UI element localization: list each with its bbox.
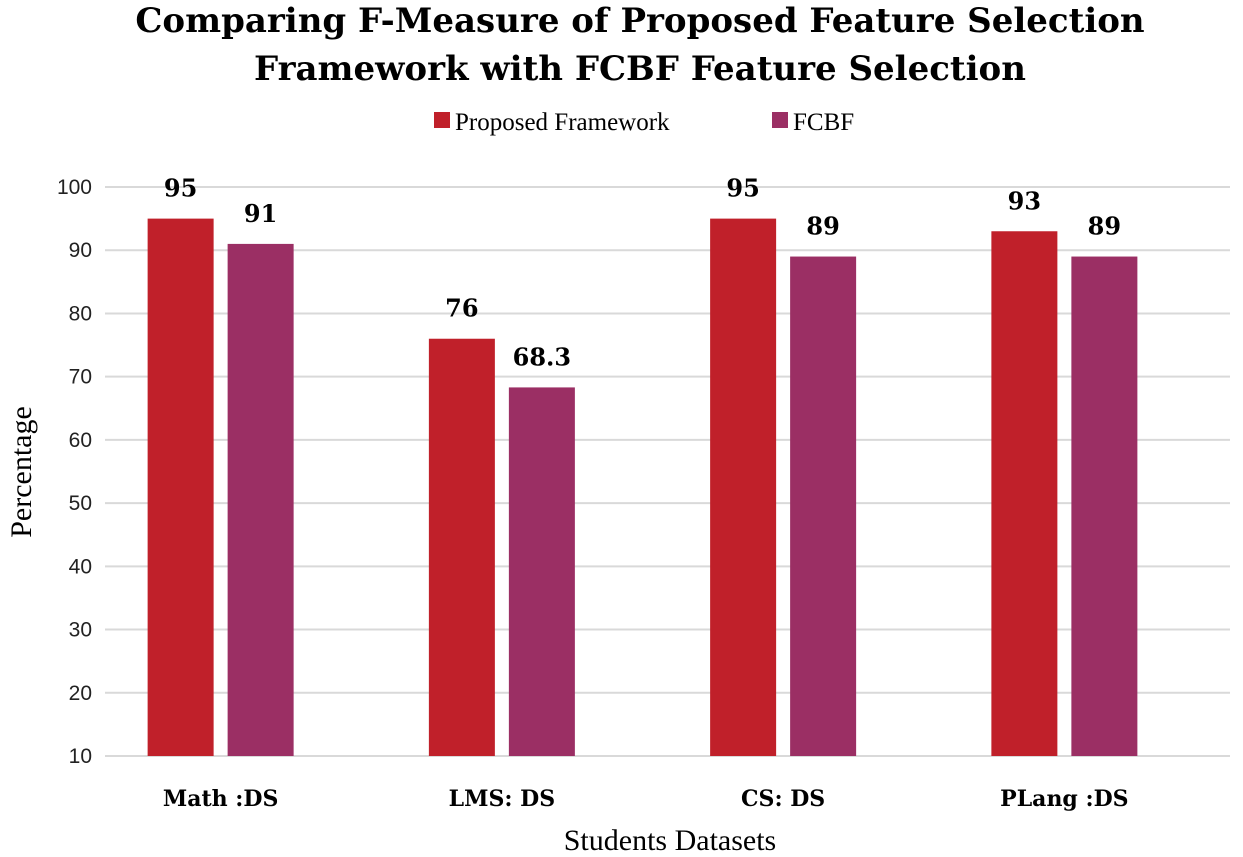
- y-tick-label-90: 90: [69, 239, 92, 262]
- legend-swatch-proposed-framework: [434, 112, 450, 128]
- bar-fcbf-cs-ds: [790, 256, 857, 756]
- chart-title-line-2: Framework with FCBF Feature Selection: [254, 49, 1026, 89]
- bar-fcbf-plang-ds: [1071, 256, 1138, 756]
- y-tick-label-70: 70: [69, 366, 92, 389]
- bar-proposed-framework-plang-ds: [991, 231, 1058, 756]
- y-tick-label-40: 40: [69, 555, 92, 578]
- y-tick-label-100: 100: [57, 176, 92, 199]
- data-label-proposed-framework-cs-ds: 95: [726, 174, 759, 203]
- y-axis-label: Percentage: [5, 406, 38, 538]
- bar-fcbf-lms-ds: [508, 387, 575, 756]
- data-label-proposed-framework-plang-ds: 93: [1008, 186, 1041, 215]
- legend-swatch-fcbf: [772, 112, 788, 128]
- data-label-fcbf-plang-ds: 89: [1088, 212, 1121, 241]
- y-tick-label-50: 50: [69, 492, 92, 515]
- legend: Proposed Framework FCBF: [434, 109, 854, 136]
- x-category-label-math-ds: Math :DS: [163, 786, 279, 812]
- data-label-fcbf-cs-ds: 89: [806, 212, 839, 241]
- y-tick-label-20: 20: [69, 682, 92, 705]
- bar-proposed-framework-lms-ds: [428, 338, 495, 756]
- x-axis-label: Students Datasets: [564, 824, 776, 857]
- bars: [147, 218, 1138, 757]
- x-category-label-cs-ds: CS: DS: [741, 786, 825, 812]
- data-label-proposed-framework-math-ds: 95: [164, 174, 197, 203]
- y-tick-label-10: 10: [69, 745, 92, 768]
- x-axis-categories: Math :DS LMS: DS CS: DS PLang :DS: [163, 786, 1129, 812]
- y-tick-label-30: 30: [69, 619, 92, 642]
- data-label-fcbf-lms-ds: 68.3: [513, 342, 571, 371]
- bar-proposed-framework-cs-ds: [710, 218, 777, 757]
- data-label-proposed-framework-lms-ds: 76: [445, 294, 478, 323]
- legend-label-fcbf: FCBF: [793, 109, 854, 136]
- chart-title-line-1: Comparing F-Measure of Proposed Feature …: [135, 1, 1144, 41]
- bar-fcbf-math-ds: [227, 243, 294, 756]
- data-labels: 95 91 76 68.3 95 89 93 89: [164, 174, 1121, 372]
- y-tick-label-80: 80: [69, 302, 92, 325]
- x-category-label-plang-ds: PLang :DS: [1000, 786, 1128, 812]
- y-tick-label-60: 60: [69, 429, 92, 452]
- data-label-fcbf-math-ds: 91: [244, 199, 277, 228]
- x-category-label-lms-ds: LMS: DS: [449, 786, 555, 812]
- y-axis-ticks: 10 20 30 40 50 60 70 80 90 100: [57, 176, 92, 768]
- legend-label-proposed-framework: Proposed Framework: [455, 109, 670, 136]
- bar-proposed-framework-math-ds: [147, 218, 214, 757]
